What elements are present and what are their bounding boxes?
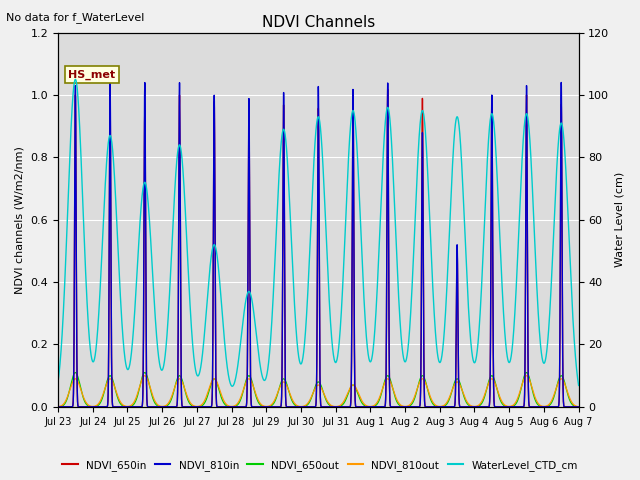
WaterLevel_CTD_cm: [465, 304, 472, 310]
Line: NDVI_810in: NDVI_810in: [58, 83, 579, 407]
NDVI_650in: [575, 404, 582, 410]
NDVI_650in: [406, 404, 414, 410]
NDVI_810out: [523, 373, 531, 379]
NDVI_810in: [406, 404, 413, 410]
Line: NDVI_650in: NDVI_650in: [58, 89, 579, 407]
NDVI_810out: [465, 401, 472, 407]
NDVI_810in: [435, 404, 442, 410]
NDVI_650in: [148, 404, 156, 410]
NDVI_650in: [574, 404, 582, 410]
NDVI_810out: [406, 402, 413, 408]
Line: WaterLevel_CTD_cm: WaterLevel_CTD_cm: [58, 79, 579, 386]
WaterLevel_CTD_cm: [72, 76, 79, 82]
NDVI_650out: [406, 403, 414, 408]
NDVI_810out: [299, 404, 307, 409]
NDVI_810in: [574, 404, 582, 410]
NDVI_650out: [299, 404, 307, 409]
Y-axis label: NDVI channels (W/m2/nm): NDVI channels (W/m2/nm): [15, 146, 25, 294]
NDVI_810in: [148, 404, 156, 410]
NDVI_650in: [54, 404, 62, 410]
WaterLevel_CTD_cm: [574, 379, 582, 385]
Title: NDVI Channels: NDVI Channels: [262, 15, 375, 30]
NDVI_810in: [299, 404, 307, 410]
WaterLevel_CTD_cm: [54, 379, 62, 385]
WaterLevel_CTD_cm: [148, 254, 156, 260]
NDVI_650out: [148, 392, 156, 397]
WaterLevel_CTD_cm: [299, 355, 307, 361]
NDVI_810out: [54, 404, 62, 409]
NDVI_810in: [557, 80, 565, 85]
NDVI_810out: [435, 404, 442, 409]
NDVI_650in: [465, 404, 472, 410]
NDVI_810out: [148, 389, 156, 395]
Legend: NDVI_650in, NDVI_810in, NDVI_650out, NDVI_810out, WaterLevel_CTD_cm: NDVI_650in, NDVI_810in, NDVI_650out, NDV…: [58, 456, 582, 475]
Line: NDVI_650out: NDVI_650out: [58, 372, 579, 407]
NDVI_810out: [574, 404, 582, 409]
NDVI_650out: [575, 404, 582, 410]
NDVI_650in: [384, 86, 392, 92]
WaterLevel_CTD_cm: [406, 320, 414, 325]
Line: NDVI_810out: NDVI_810out: [58, 376, 579, 407]
NDVI_650out: [574, 404, 582, 409]
Text: HS_met: HS_met: [68, 70, 116, 80]
WaterLevel_CTD_cm: [575, 383, 582, 388]
WaterLevel_CTD_cm: [435, 359, 443, 364]
NDVI_810in: [465, 404, 472, 410]
NDVI_650in: [299, 404, 307, 410]
NDVI_650out: [435, 404, 443, 409]
WaterLevel_CTD_cm: [228, 384, 236, 389]
NDVI_810in: [575, 404, 582, 410]
NDVI_650in: [435, 404, 443, 410]
Text: No data for f_WaterLevel: No data for f_WaterLevel: [6, 12, 145, 23]
NDVI_650out: [72, 370, 79, 375]
NDVI_650out: [465, 402, 472, 408]
NDVI_810in: [54, 404, 62, 410]
NDVI_650out: [54, 404, 62, 410]
NDVI_810out: [575, 404, 582, 409]
Y-axis label: Water Level (cm): Water Level (cm): [615, 172, 625, 267]
